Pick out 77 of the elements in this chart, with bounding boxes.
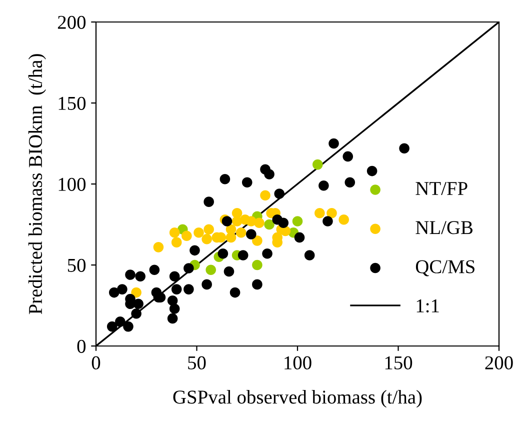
point bbox=[326, 208, 337, 218]
point bbox=[202, 234, 212, 244]
y-axis-title: Predicted biomass BIOknn (t/ha) bbox=[28, 54, 46, 314]
point bbox=[318, 180, 329, 191]
point bbox=[399, 143, 410, 154]
point bbox=[230, 287, 240, 298]
point bbox=[252, 236, 262, 246]
point bbox=[342, 151, 354, 162]
point bbox=[262, 248, 272, 259]
point bbox=[206, 264, 216, 276]
point bbox=[108, 287, 120, 298]
point bbox=[366, 166, 378, 176]
point bbox=[182, 230, 192, 241]
x-tick-label: 200 bbox=[485, 356, 513, 370]
point bbox=[252, 279, 262, 290]
point bbox=[133, 298, 144, 310]
point bbox=[252, 260, 262, 270]
point bbox=[226, 232, 236, 243]
legend-label: QC/MS bbox=[416, 260, 474, 276]
point bbox=[184, 284, 194, 294]
point bbox=[246, 229, 256, 240]
x-tick-label: 100 bbox=[284, 356, 312, 370]
legend-label: NL/GB bbox=[416, 221, 473, 234]
point bbox=[322, 216, 333, 226]
x-tick-label: 0 bbox=[92, 356, 100, 370]
point bbox=[264, 169, 274, 180]
point bbox=[278, 218, 289, 228]
point bbox=[314, 208, 325, 218]
point bbox=[260, 190, 270, 200]
x-tick-label: 150 bbox=[385, 356, 412, 370]
legend-label: 1:1 bbox=[416, 299, 439, 313]
point bbox=[242, 177, 252, 188]
point bbox=[194, 227, 204, 238]
point bbox=[236, 227, 246, 238]
point bbox=[190, 245, 200, 256]
point bbox=[328, 138, 339, 149]
point bbox=[106, 321, 118, 332]
point bbox=[169, 304, 180, 314]
point bbox=[117, 284, 128, 294]
x-axis-title: GSPval observed biomass (t/ha) bbox=[173, 390, 422, 408]
point bbox=[224, 266, 234, 277]
point bbox=[274, 188, 285, 199]
point bbox=[123, 321, 134, 332]
y-tick-label: 50 bbox=[68, 258, 86, 272]
point bbox=[115, 316, 126, 327]
point bbox=[292, 216, 303, 226]
point bbox=[344, 177, 356, 188]
point bbox=[204, 196, 214, 207]
point bbox=[149, 264, 160, 276]
point bbox=[171, 237, 182, 248]
point bbox=[153, 242, 164, 252]
y-tick-label: 0 bbox=[77, 340, 86, 353]
point bbox=[254, 218, 264, 228]
point bbox=[169, 227, 180, 238]
x-tick-label: 50 bbox=[188, 356, 206, 370]
point bbox=[312, 159, 323, 170]
point bbox=[264, 219, 274, 230]
legend-label: NT/FP bbox=[416, 182, 468, 196]
point bbox=[184, 263, 194, 274]
point bbox=[125, 270, 136, 280]
point bbox=[171, 284, 182, 294]
point bbox=[220, 174, 230, 184]
point bbox=[218, 248, 228, 259]
point bbox=[304, 250, 315, 260]
point bbox=[238, 250, 248, 260]
point bbox=[169, 271, 180, 282]
y-tick-label: 200 bbox=[58, 16, 86, 29]
point bbox=[131, 287, 142, 298]
point bbox=[135, 271, 146, 282]
y-tick-label: 150 bbox=[58, 96, 86, 110]
point bbox=[131, 308, 142, 319]
point bbox=[338, 214, 349, 225]
point bbox=[202, 279, 212, 290]
point bbox=[204, 224, 214, 235]
point bbox=[167, 313, 178, 324]
y-tick-label: 100 bbox=[58, 178, 86, 191]
point bbox=[294, 232, 305, 243]
